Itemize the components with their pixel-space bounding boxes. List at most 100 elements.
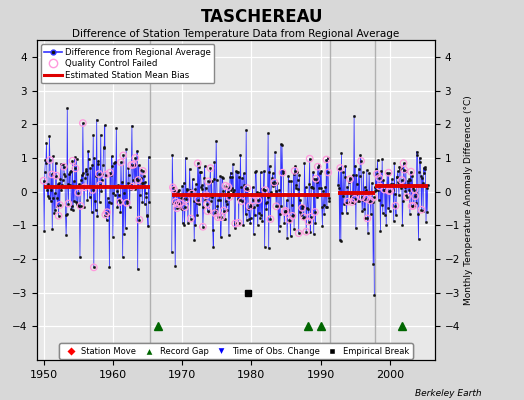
Point	[298, 205, 307, 211]
Point	[211, 210, 219, 216]
Point	[281, 208, 290, 214]
Point	[217, 214, 225, 220]
Legend: Station Move, Record Gap, Time of Obs. Change, Empirical Break: Station Move, Record Gap, Time of Obs. C…	[59, 343, 413, 359]
Point	[221, 182, 230, 189]
Point	[290, 168, 299, 174]
Point	[311, 209, 319, 215]
Point	[181, 204, 189, 210]
Point	[129, 162, 138, 168]
Point	[375, 175, 384, 181]
Point	[357, 158, 365, 164]
Point	[131, 155, 139, 161]
Point	[46, 157, 54, 163]
Point	[214, 214, 222, 220]
Point	[302, 228, 310, 235]
Point	[366, 197, 375, 204]
Point	[123, 200, 131, 206]
Point	[128, 184, 137, 190]
Point	[270, 179, 279, 186]
Point	[376, 183, 384, 190]
Point	[90, 264, 98, 270]
Point	[336, 165, 344, 171]
Point	[243, 185, 252, 191]
Point	[220, 207, 228, 214]
Point	[203, 201, 211, 207]
Point	[362, 196, 370, 202]
Point	[95, 171, 103, 177]
Point	[324, 169, 332, 176]
Point	[300, 214, 308, 220]
Point	[407, 168, 415, 175]
Point	[188, 190, 196, 197]
Point	[39, 178, 48, 184]
Point	[79, 120, 87, 126]
Point	[225, 194, 234, 200]
Text: Berkeley Earth: Berkeley Earth	[416, 389, 482, 398]
Point	[68, 158, 77, 164]
Point	[203, 208, 212, 214]
Point	[135, 216, 144, 223]
Point	[409, 203, 418, 209]
Point	[344, 198, 352, 205]
Point	[231, 220, 239, 227]
Point	[322, 156, 331, 163]
Point	[347, 199, 356, 205]
Point	[102, 171, 110, 178]
Point	[206, 165, 215, 171]
Point	[106, 170, 114, 176]
Point	[170, 186, 178, 193]
Point	[398, 177, 406, 183]
Point	[176, 200, 184, 206]
Point	[171, 198, 180, 205]
Point	[304, 218, 313, 225]
Point	[54, 212, 63, 219]
Point	[307, 214, 315, 220]
Point	[96, 182, 104, 188]
Point	[261, 187, 269, 193]
Text: TASCHEREAU: TASCHEREAU	[201, 8, 323, 26]
Point	[235, 220, 243, 226]
Point	[305, 156, 314, 162]
Point	[384, 170, 392, 176]
Point	[134, 177, 143, 183]
Point	[410, 186, 419, 193]
Point	[182, 196, 190, 203]
Point	[351, 196, 359, 202]
Point	[399, 160, 408, 166]
Point	[408, 203, 416, 209]
Point	[312, 176, 320, 182]
Point	[281, 209, 289, 215]
Point	[117, 159, 125, 166]
Point	[52, 172, 60, 179]
Point	[139, 168, 147, 174]
Title: Difference of Station Temperature Data from Regional Average: Difference of Station Temperature Data f…	[72, 29, 399, 39]
Point	[169, 184, 177, 190]
Point	[173, 201, 182, 207]
Point	[48, 171, 56, 178]
Point	[187, 215, 195, 222]
Point	[373, 171, 381, 177]
Point	[116, 199, 124, 205]
Point	[363, 215, 372, 222]
Point	[60, 164, 68, 170]
Point	[127, 162, 136, 168]
Point	[285, 217, 293, 223]
Y-axis label: Monthly Temperature Anomaly Difference (°C): Monthly Temperature Anomaly Difference (…	[464, 95, 473, 305]
Point	[278, 170, 287, 176]
Point	[194, 196, 202, 203]
Point	[369, 194, 378, 200]
Point	[199, 224, 207, 230]
Point	[64, 200, 73, 207]
Point	[385, 188, 394, 194]
Point	[237, 198, 246, 204]
Point	[224, 184, 233, 190]
Point	[89, 187, 97, 193]
Point	[272, 203, 280, 210]
Point	[391, 202, 400, 209]
Point	[119, 152, 127, 159]
Point	[173, 205, 181, 212]
Point	[403, 194, 411, 200]
Point	[417, 206, 425, 213]
Point	[101, 212, 110, 218]
Point	[193, 160, 202, 166]
